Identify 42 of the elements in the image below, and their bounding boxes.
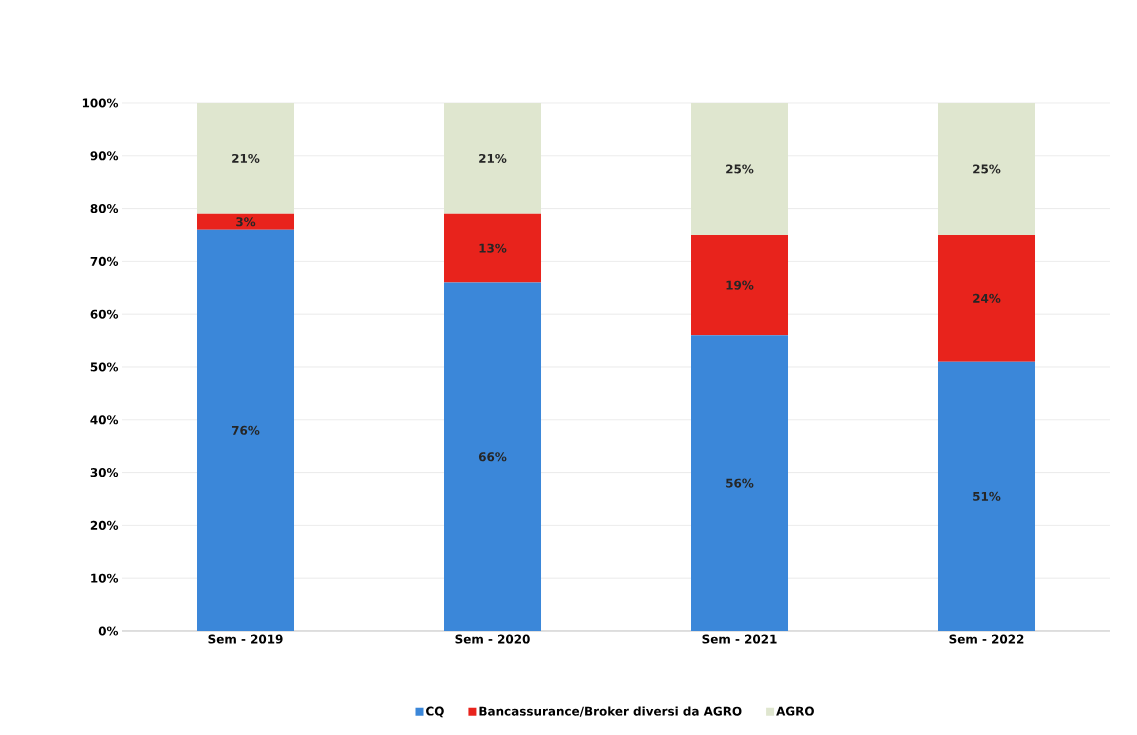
bar [938, 234, 1036, 362]
data-label: 13% [479, 243, 507, 253]
legend-label: AGRO [776, 706, 814, 716]
bar [938, 102, 1036, 235]
legend-label: Bancassurance/Broker diversi da AGRO [479, 706, 742, 717]
data-label: 25% [973, 164, 1001, 174]
y-tick-label: 50% [90, 362, 119, 372]
data-label: 51% [973, 491, 1001, 501]
data-label: 19% [726, 280, 754, 290]
bar [197, 229, 295, 631]
data-label: 21% [479, 153, 507, 163]
y-tick-label: 80% [90, 204, 119, 214]
data-label: 56% [726, 478, 754, 488]
y-tick-label: 20% [90, 520, 119, 530]
data-label: 3% [236, 217, 256, 227]
bar [197, 213, 295, 230]
bar [197, 102, 295, 214]
bar [938, 361, 1036, 631]
bar [444, 102, 542, 214]
data-label: 25% [726, 164, 754, 174]
x-tick-label: Sem - 2020 [455, 634, 530, 644]
bar [444, 282, 542, 631]
x-tick-label: Sem - 2021 [702, 634, 777, 644]
y-tick-label: 60% [90, 309, 119, 319]
y-tick-label: 100% [82, 98, 119, 108]
bar [691, 234, 789, 336]
data-label: 76% [232, 425, 260, 435]
data-label: 24% [973, 293, 1001, 303]
x-tick-label: Sem - 2022 [949, 634, 1024, 644]
x-tick-label: Sem - 2019 [208, 634, 283, 644]
bar [691, 335, 789, 631]
y-tick-label: 0% [98, 626, 119, 636]
y-tick-label: 40% [90, 415, 119, 425]
y-tick-label: 10% [91, 573, 119, 583]
bar [444, 213, 542, 283]
y-tick-label: 70% [90, 256, 119, 266]
y-tick-label: 90% [90, 151, 119, 161]
y-tick-label: 30% [90, 468, 119, 478]
data-label: 21% [232, 153, 260, 163]
legend-label: CQ [426, 706, 444, 718]
data-label: 66% [478, 452, 507, 462]
bar [691, 102, 789, 235]
